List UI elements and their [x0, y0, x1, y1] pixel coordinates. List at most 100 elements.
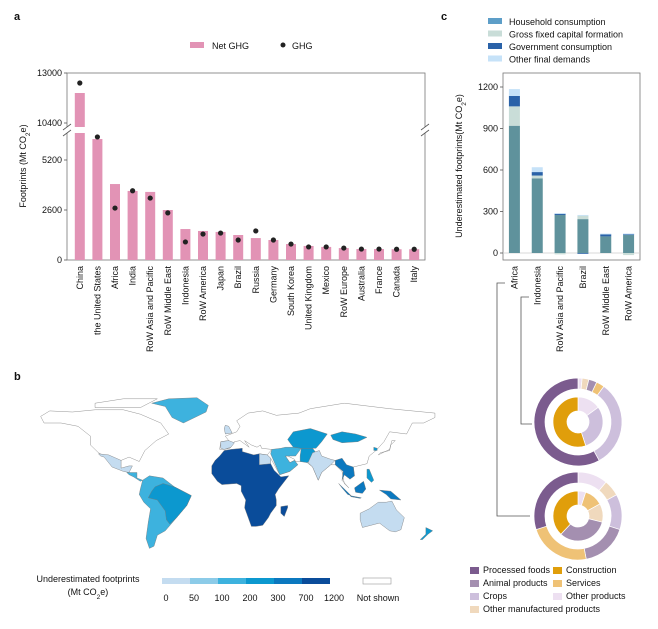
donut-legend-label: Other manufactured products	[483, 604, 601, 614]
y-tick-label: 600	[483, 165, 498, 175]
y-axis-label-part: 2	[461, 102, 468, 106]
donut-legend-swatch	[470, 606, 479, 613]
not-shown-label: Not shown	[357, 593, 400, 603]
donut-slice	[533, 471, 579, 531]
x-tick-label: RoW America	[624, 266, 634, 321]
connector-indonesia	[520, 296, 532, 425]
donut-legend-swatch	[470, 567, 479, 574]
axis-break-mark	[420, 129, 430, 137]
x-tick-label: Russia	[251, 266, 261, 294]
colorbar-bin	[190, 578, 218, 584]
bar-net-ghg	[286, 244, 296, 260]
stacked-bar-segment	[554, 213, 566, 215]
map-region	[287, 428, 328, 449]
colorbar-bin	[274, 578, 302, 584]
dot-ghg	[112, 205, 118, 211]
bar-net-ghg	[215, 231, 226, 260]
y-tick-label: 13000	[37, 68, 62, 78]
x-tick-label: China	[75, 266, 85, 290]
y-tick-label: 5200	[42, 155, 62, 165]
map-region	[338, 483, 352, 496]
map-legend-unit-part: e)	[100, 587, 108, 597]
colorbar-bin	[162, 578, 190, 584]
x-tick-label: RoW Asia and Pacific	[555, 266, 565, 353]
y-axis-label: Footprints (Mt CO2e)	[18, 124, 32, 207]
y-axis-label-part: e)	[18, 124, 28, 132]
map-region	[151, 397, 209, 424]
x-tick-label: Australia	[356, 266, 366, 301]
stacked-bar-segment	[577, 253, 589, 254]
legend-label: Household consumption	[509, 17, 606, 27]
panel-b-map: Underestimated footprints (Mt CO2e) 0 50 100…	[36, 397, 436, 603]
panel-label-b: b	[14, 371, 21, 383]
stacked-bar-segment	[600, 234, 612, 237]
stacked-bar-segment	[531, 178, 543, 253]
map-region	[330, 431, 368, 444]
dot-ghg	[77, 80, 83, 86]
dot-ghg	[288, 241, 294, 247]
panel-a-chart: 0 2600 5200 10400 13000 Footprints (Mt CO2e) N…	[18, 41, 430, 352]
colorbar-tick-label: 300	[270, 593, 285, 603]
x-tick-label: Africa	[509, 266, 519, 289]
donut-slice	[552, 490, 579, 535]
donut-legend-swatch	[553, 593, 562, 600]
x-tick-label: United Kingdom	[304, 266, 314, 330]
stacked-bar-segment	[531, 167, 543, 173]
donut-slice	[606, 494, 623, 531]
map-region	[97, 453, 133, 473]
legend-swatch-net-ghg	[190, 42, 204, 48]
map-legend-unit-part: (Mt CO	[68, 587, 97, 597]
colorbar-bin	[302, 578, 330, 584]
dot-ghg	[411, 246, 417, 252]
bar-net-ghg	[233, 235, 244, 260]
bar-net-ghg	[356, 249, 367, 260]
map-region	[211, 448, 290, 527]
donut-slice	[552, 396, 587, 448]
map-region	[373, 446, 378, 451]
map-region	[419, 527, 434, 540]
map-region	[335, 457, 355, 481]
colorbar-tick-label: 200	[242, 593, 257, 603]
x-tick-label: Indonesia	[180, 266, 190, 305]
stacked-bar-segment	[623, 233, 635, 236]
stacked-bar-segment	[554, 214, 566, 253]
donut-legend-label: Processed foods	[483, 565, 551, 575]
map-region	[219, 402, 436, 489]
bar-net-ghg	[268, 240, 279, 260]
y-tick-label: 900	[483, 124, 498, 134]
bar-net-ghg	[321, 246, 332, 260]
map-region	[40, 409, 169, 466]
dot-ghg	[323, 244, 329, 250]
bar-net-ghg	[391, 249, 402, 260]
stacked-bar-segment	[577, 219, 589, 253]
legend-label: Other final demands	[509, 55, 591, 65]
map-region	[359, 500, 405, 533]
legend-swatch	[488, 18, 502, 24]
stacked-bar-segment	[508, 106, 520, 126]
colorbar-bin	[218, 578, 246, 584]
y-axis-label: Underestimated footprints(Mt CO2e)	[454, 94, 468, 238]
map-region	[94, 398, 158, 408]
bar-net-ghg	[74, 133, 85, 260]
colorbar-bin	[246, 578, 274, 584]
bar-net-ghg	[74, 93, 85, 127]
donut-legend-swatch	[470, 580, 479, 587]
x-tick-label: Africa	[110, 266, 120, 289]
x-tick-label: India	[128, 266, 138, 286]
donut-legend-label: Crops	[483, 591, 508, 601]
dot-ghg	[394, 246, 400, 252]
map-region	[220, 440, 235, 450]
dot-ghg	[182, 239, 188, 245]
dot-ghg	[376, 246, 382, 252]
x-tick-label: Japan	[216, 266, 226, 291]
donut-legend-label: Animal products	[483, 578, 548, 588]
stacked-bar-segment	[623, 235, 635, 253]
donut-slice	[533, 377, 600, 467]
donut-legend-swatch	[470, 593, 479, 600]
axis-break-mark	[420, 123, 430, 131]
stacked-bar-segment	[508, 89, 520, 96]
x-tick-label: France	[374, 266, 384, 294]
dot-ghg	[358, 246, 364, 252]
y-tick-label: 0	[57, 255, 62, 265]
stacked-bar-segment	[508, 95, 520, 107]
